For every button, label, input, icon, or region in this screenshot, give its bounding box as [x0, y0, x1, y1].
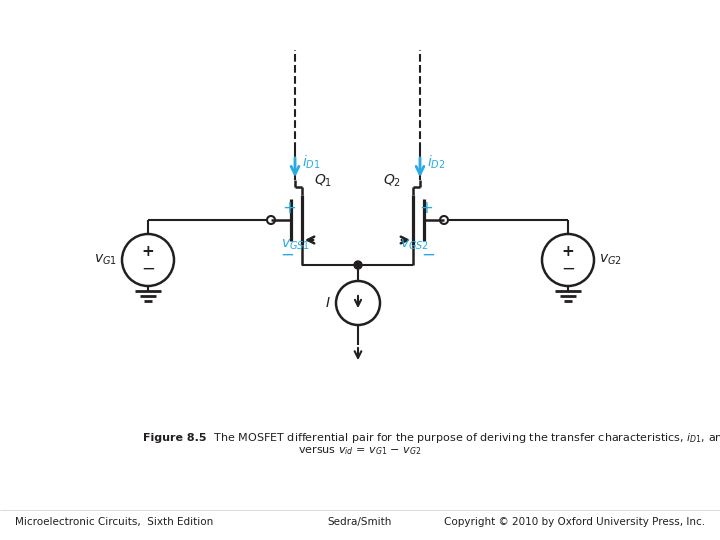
Text: −: − — [561, 260, 575, 278]
Text: $Q_1$: $Q_1$ — [314, 173, 332, 189]
Text: $I$: $I$ — [325, 296, 331, 310]
Text: Sedra/Smith: Sedra/Smith — [328, 517, 392, 527]
Text: −: − — [141, 260, 155, 278]
Circle shape — [354, 261, 362, 269]
Text: −: − — [280, 246, 294, 264]
Text: Figure 8.5: Figure 8.5 — [143, 433, 207, 443]
Text: $Q_2$: $Q_2$ — [383, 173, 401, 189]
Text: Microelectronic Circuits,  Sixth Edition: Microelectronic Circuits, Sixth Edition — [15, 517, 213, 527]
Text: $v_{G1}$: $v_{G1}$ — [94, 253, 117, 267]
Text: $i_{D2}$: $i_{D2}$ — [427, 154, 446, 171]
Text: $i_{D1}$: $i_{D1}$ — [302, 154, 320, 171]
Text: +: + — [282, 199, 296, 217]
Text: Copyright © 2010 by Oxford University Press, Inc.: Copyright © 2010 by Oxford University Pr… — [444, 517, 705, 527]
Text: $v_{GS1}$: $v_{GS1}$ — [281, 238, 310, 252]
Text: $v_{GS2}$: $v_{GS2}$ — [400, 238, 429, 252]
Text: +: + — [562, 244, 575, 259]
Text: $v_{G2}$: $v_{G2}$ — [599, 253, 622, 267]
Text: +: + — [142, 244, 154, 259]
Text: +: + — [419, 199, 433, 217]
Text: −: − — [421, 246, 435, 264]
Text: versus $v_{id}$ = $v_{G1}$ $-$ $v_{G2}$: versus $v_{id}$ = $v_{G1}$ $-$ $v_{G2}$ — [298, 444, 422, 457]
Text: The MOSFET differential pair for the purpose of deriving the transfer characteri: The MOSFET differential pair for the pur… — [210, 431, 720, 445]
